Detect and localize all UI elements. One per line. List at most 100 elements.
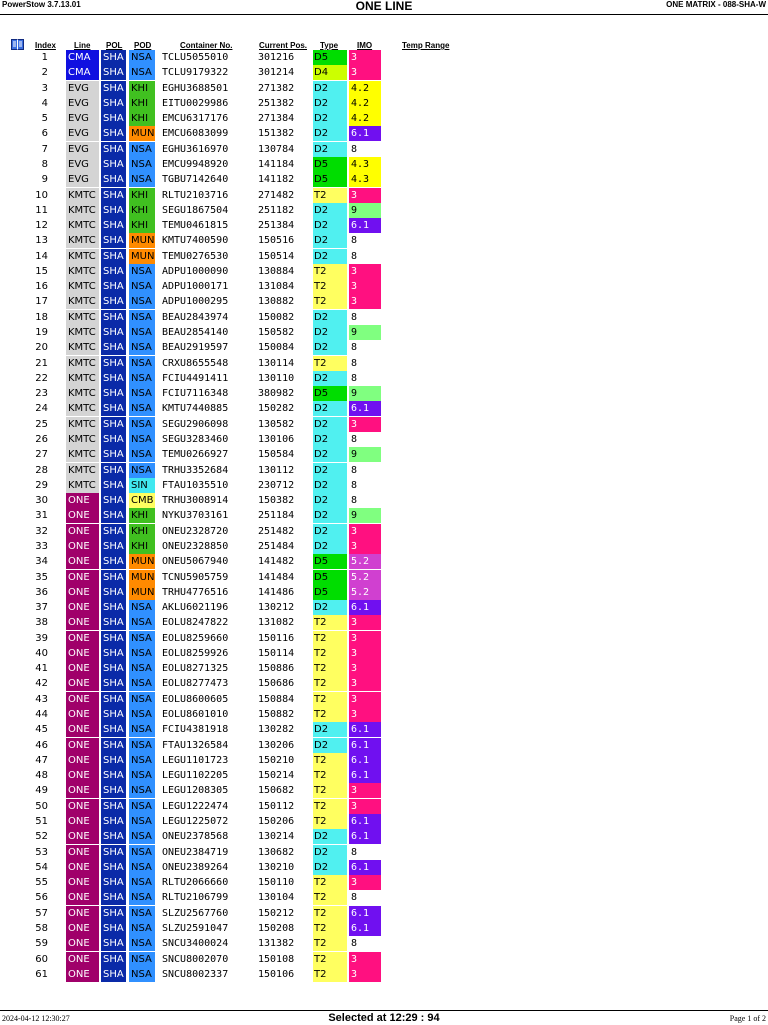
col-header-container[interactable]: Container No. [180,41,233,50]
table-row[interactable]: 40 ONE SHA NSA EOLU8259926 150114 T2 3 [0,645,768,661]
container-number: EGHU3616970 [162,143,229,155]
current-position: 150682 [258,785,295,797]
table-row[interactable]: 14 KMTC SHA MUN TEMU0276530 150514 D2 8 [0,248,768,264]
row-index: 60 [35,953,48,965]
table-row[interactable]: 2 CMA SHA NSA TCLU9179322 301214 D4 3 [0,65,768,81]
table-row[interactable]: 51 ONE SHA NSA LEGU1225072 150206 T2 6.1 [0,814,768,829]
type-cell: T2 [313,676,347,692]
table-row[interactable]: 44 ONE SHA NSA EOLU8601010 150882 T2 3 [0,707,768,723]
table-row[interactable]: 28 KMTC SHA NSA TRHU3352684 130112 D2 8 [0,462,768,478]
col-header-line[interactable]: Line [74,41,91,50]
table-row[interactable]: 43 ONE SHA NSA EOLU8600605 150884 T2 3 [0,691,768,707]
table-row[interactable]: 12 KMTC SHA KHI TEMU0461815 251384 D2 6.1 [0,218,768,234]
table-row[interactable]: 38 ONE SHA NSA EOLU8247822 131082 T2 3 [0,615,768,631]
imo-cell: 8 [349,370,381,386]
imo-cell: 5.2 [349,584,381,600]
table-row[interactable]: 4 EVG SHA KHI EITU0029986 251382 D2 4.2 [0,95,768,111]
table-row[interactable]: 23 KMTC SHA NSA FCIU7116348 380982 D5 9 [0,386,768,402]
table-row[interactable]: 52 ONE SHA NSA ONEU2378568 130214 D2 6.1 [0,829,768,845]
current-position: 150282 [258,403,295,415]
container-number: KMTU7400590 [162,235,229,247]
type-cell: T2 [313,355,347,371]
table-row[interactable]: 59 ONE SHA NSA SNCU3400024 131382 T2 8 [0,936,768,952]
table-row[interactable]: 56 ONE SHA NSA RLTU2106799 130104 T2 8 [0,890,768,906]
table-row[interactable]: 21 KMTC SHA NSA CRXU8655548 130114 T2 8 [0,355,768,371]
table-row[interactable]: 22 KMTC SHA NSA FCIU4491411 130110 D2 8 [0,370,768,386]
imo-cell: 8 [349,432,381,447]
table-row[interactable]: 53 ONE SHA NSA ONEU2384719 130682 D2 8 [0,844,768,860]
line-cell: ONE [66,951,99,967]
table-row[interactable]: 45 ONE SHA NSA FCIU4381918 130282 D2 6.1 [0,722,768,738]
table-row[interactable]: 30 ONE SHA CMB TRHU3008914 150382 D2 8 [0,493,768,509]
pod-cell: NSA [129,50,155,65]
current-position: 150114 [258,647,295,659]
table-row[interactable]: 55 ONE SHA NSA RLTU2066660 150110 T2 3 [0,875,768,891]
table-row[interactable]: 42 ONE SHA NSA EOLU8277473 150686 T2 3 [0,676,768,692]
imo-cell: 5.2 [349,554,381,570]
pol-cell: SHA [101,447,126,463]
current-position: 150686 [258,678,295,690]
table-row[interactable]: 18 KMTC SHA NSA BEAU2843974 150082 D2 8 [0,309,768,325]
table-row[interactable]: 10 KMTC SHA KHI RLTU2103716 271482 T2 3 [0,187,768,203]
table-row[interactable]: 50 ONE SHA NSA LEGU1222474 150112 T2 3 [0,798,768,814]
table-row[interactable]: 25 KMTC SHA NSA SEGU2906098 130582 D2 3 [0,416,768,432]
imo-cell: 8 [349,340,381,356]
row-index: 48 [35,770,48,782]
table-row[interactable]: 46 ONE SHA NSA FTAU1326584 130206 D2 6.1 [0,737,768,753]
book-icon[interactable] [11,39,24,50]
table-row[interactable]: 35 ONE SHA MUN TCNU5905759 141484 D5 5.2 [0,569,768,585]
table-row[interactable]: 24 KMTC SHA NSA KMTU7440885 150282 D2 6.1 [0,401,768,417]
table-row[interactable]: 8 EVG SHA NSA EMCU9948920 141184 D5 4.3 [0,156,768,172]
current-position: 251384 [258,220,295,232]
col-header-position[interactable]: Current Pos. [259,41,308,50]
pol-cell: SHA [101,814,126,829]
table-row[interactable]: 33 ONE SHA KHI ONEU2328850 251484 D2 3 [0,538,768,554]
table-row[interactable]: 31 ONE SHA KHI NYKU3703161 251184 D2 9 [0,508,768,524]
table-row[interactable]: 49 ONE SHA NSA LEGU1208305 150682 T2 3 [0,783,768,799]
type-cell: D2 [313,829,347,845]
table-row[interactable]: 29 KMTC SHA SIN FTAU1035510 230712 D2 8 [0,477,768,493]
row-index: 61 [35,968,48,980]
table-row[interactable]: 15 KMTC SHA NSA ADPU1000090 130884 T2 3 [0,263,768,279]
table-row[interactable]: 19 KMTC SHA NSA BEAU2854140 150582 D2 9 [0,325,768,341]
pod-cell: NSA [129,386,155,402]
table-row[interactable]: 13 KMTC SHA MUN KMTU7400590 150516 D2 8 [0,233,768,249]
table-row[interactable]: 26 KMTC SHA NSA SEGU3283460 130106 D2 8 [0,432,768,447]
table-row[interactable]: 61 ONE SHA NSA SNCU8002337 150106 T2 3 [0,966,768,982]
container-number: LEGU1225072 [162,816,229,827]
container-number: TGBU7142640 [162,174,229,186]
table-row[interactable]: 7 EVG SHA NSA EGHU3616970 130784 D2 8 [0,141,768,157]
table-row[interactable]: 11 KMTC SHA KHI SEGU1867504 251182 D2 9 [0,202,768,218]
table-row[interactable]: 47 ONE SHA NSA LEGU1101723 150210 T2 6.1 [0,752,768,768]
table-row[interactable]: 54 ONE SHA NSA ONEU2389264 130210 D2 6.1 [0,859,768,875]
table-row[interactable]: 32 ONE SHA KHI ONEU2328720 251482 D2 3 [0,523,768,539]
col-header-type[interactable]: Type [320,41,339,50]
table-row[interactable]: 34 ONE SHA MUN ONEU5067940 141482 D5 5.2 [0,554,768,570]
table-row[interactable]: 36 ONE SHA MUN TRHU4776516 141486 D5 5.2 [0,584,768,600]
table-row[interactable]: 20 KMTC SHA NSA BEAU2919597 150084 D2 8 [0,340,768,356]
col-header-imo[interactable]: IMO [357,41,373,50]
col-header-temp-range[interactable]: Temp Range [402,41,450,50]
col-header-index[interactable]: Index [35,41,56,50]
table-row[interactable]: 41 ONE SHA NSA EOLU8271325 150886 T2 3 [0,661,768,677]
table-row[interactable]: 58 ONE SHA NSA SLZU2591047 150208 T2 6.1 [0,920,768,936]
table-row[interactable]: 39 ONE SHA NSA EOLU8259660 150116 T2 3 [0,630,768,646]
table-row[interactable]: 5 EVG SHA KHI EMCU6317176 271384 D2 4.2 [0,111,768,127]
row-index: 43 [35,693,48,705]
table-row[interactable]: 1 CMA SHA NSA TCLU5055010 301216 D5 3 [0,50,768,65]
table-row[interactable]: 27 KMTC SHA NSA TEMU0266927 150584 D2 9 [0,447,768,463]
table-row[interactable]: 3 EVG SHA KHI EGHU3688501 271382 D2 4.2 [0,80,768,96]
table-row[interactable]: 6 EVG SHA MUN EMCU6083099 151382 D2 6.1 [0,126,768,142]
col-header-pod[interactable]: POD [134,41,152,50]
table-row[interactable]: 9 EVG SHA NSA TGBU7142640 141182 D5 4.3 [0,172,768,188]
table-row[interactable]: 60 ONE SHA NSA SNCU8002070 150108 T2 3 [0,951,768,967]
table-row[interactable]: 17 KMTC SHA NSA ADPU1000295 130882 T2 3 [0,294,768,310]
col-header-pol[interactable]: POL [106,41,123,50]
table-row[interactable]: 37 ONE SHA NSA AKLU6021196 130212 D2 6.1 [0,600,768,616]
imo-cell: 6.1 [349,600,381,616]
table-row[interactable]: 16 KMTC SHA NSA ADPU1000171 131084 T2 3 [0,279,768,295]
table-row[interactable]: 48 ONE SHA NSA LEGU1102205 150214 T2 6.1 [0,768,768,784]
line-cell: ONE [66,630,99,646]
current-position: 251184 [258,510,295,522]
table-row[interactable]: 57 ONE SHA NSA SLZU2567760 150212 T2 6.1 [0,905,768,921]
